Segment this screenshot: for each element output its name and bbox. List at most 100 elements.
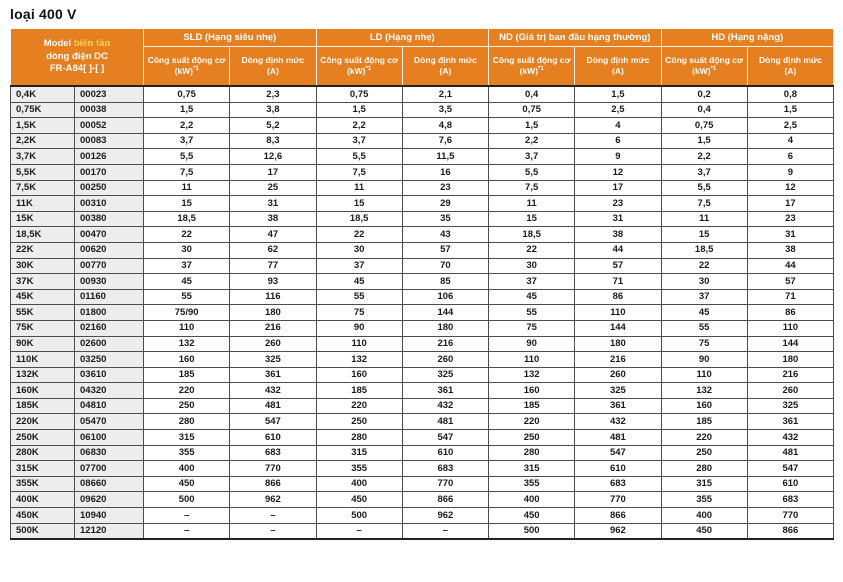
value-cell: 0,2	[660, 84, 748, 103]
value-cell: 45	[660, 304, 748, 321]
value-cell: 610	[746, 475, 835, 493]
value-cell: 38	[574, 226, 662, 243]
inverter-spec-table: Model biến tần dòng điện DC FR-A84[ ]-[ …	[9, 28, 835, 541]
value-cell: 683	[574, 475, 662, 493]
value-cell: 361	[229, 366, 317, 384]
model-cell: 11K	[10, 195, 75, 212]
code-cell: 00052	[73, 117, 145, 134]
value-cell: 500	[488, 522, 576, 541]
value-cell: 22	[488, 241, 576, 259]
value-cell: 361	[574, 397, 662, 415]
model-cell: 160K	[10, 382, 75, 399]
value-cell: 75/90	[143, 304, 231, 321]
value-cell: –	[315, 522, 403, 541]
value-cell: 38	[746, 241, 835, 259]
value-cell: 11	[488, 195, 576, 212]
value-cell: 432	[746, 429, 835, 446]
value-cell: 30	[488, 257, 576, 275]
code-cell: 01160	[73, 288, 145, 306]
code-cell: 00620	[73, 241, 145, 259]
model-cell: 1,5K	[10, 117, 75, 134]
table-row: 400K 09620 500 962 450 866 400 770 355 683	[10, 491, 835, 509]
subheader-hd-current: Dòng định mức (A)	[746, 46, 835, 87]
value-cell: 30	[143, 241, 231, 259]
value-cell: 2,2	[660, 148, 748, 165]
value-cell: 62	[229, 241, 317, 259]
value-cell: 866	[574, 507, 662, 524]
value-cell: 31	[746, 226, 835, 243]
value-cell: 2,2	[488, 132, 576, 150]
value-cell: 400	[143, 460, 231, 477]
model-cell: 0,75K	[10, 101, 75, 119]
value-cell: –	[229, 522, 317, 541]
value-cell: 400	[660, 507, 748, 524]
value-cell: 31	[574, 210, 662, 228]
value-cell: 160	[315, 366, 403, 384]
value-cell: 3,7	[660, 163, 748, 181]
code-cell: 04320	[73, 382, 145, 399]
table-row: 90K 02600 132 260 110 216 90 180 75 144	[10, 335, 835, 353]
code-cell: 00170	[73, 163, 145, 181]
subheader-hd-power: Công suất động cơ (kW)*1	[660, 46, 748, 87]
code-cell: 00930	[73, 273, 145, 290]
value-cell: 432	[229, 382, 317, 399]
value-cell: 132	[315, 351, 403, 368]
value-cell: 962	[229, 491, 317, 509]
value-cell: 75	[488, 319, 576, 337]
value-cell: 315	[315, 444, 403, 462]
value-cell: 355	[315, 460, 403, 477]
value-cell: 361	[401, 382, 490, 399]
value-cell: 29	[401, 195, 490, 212]
value-cell: 500	[143, 491, 231, 509]
subheader-ld-current: Dòng định mức (A)	[401, 46, 490, 87]
table-row: 220K 05470 280 547 250 481 220 432 185 361	[10, 413, 835, 431]
table-row: 7,5K 00250 11 25 11 23 7,5 17 5,5 12	[10, 179, 835, 197]
value-cell: 23	[746, 210, 835, 228]
value-cell: 280	[315, 429, 403, 446]
value-cell: 17	[229, 163, 317, 181]
table-row: 160K 04320 220 432 185 361 160 325 132 260	[10, 382, 835, 399]
value-cell: 25	[229, 179, 317, 197]
value-cell: 90	[315, 319, 403, 337]
value-cell: 37	[660, 288, 748, 306]
table-row: 0,4K 00023 0,75 2,3 0,75 2,1 0,4 1,5 0,2 0,8	[10, 84, 835, 103]
value-cell: 216	[746, 366, 835, 384]
code-cell: 00038	[73, 101, 145, 119]
table-row: 0,75K 00038 1,5 3,8 1,5 3,5 0,75 2,5 0,4 1,5	[10, 101, 835, 119]
subheader-row: Công suất động cơ (kW)*1 Dòng định mức (A)…	[11, 46, 835, 87]
table-row: 500K 12120– – – –500 962 450 866	[10, 522, 835, 541]
value-cell: –	[143, 507, 231, 524]
value-cell: 450	[488, 507, 576, 524]
value-cell: 86	[574, 288, 662, 306]
value-cell: 2,3	[229, 84, 317, 103]
model-header-line3: FR-A84[ ]-[ ]	[49, 63, 105, 75]
value-cell: 110	[746, 319, 835, 337]
group-header-sld: SLD (Hạng siêu nhẹ)	[143, 28, 317, 47]
model-cell: 315K	[10, 460, 75, 477]
value-cell: 432	[401, 397, 490, 415]
value-cell: 280	[488, 444, 576, 462]
table-row: 450K 10940– –500 962 450 866 400 770	[10, 507, 835, 524]
value-cell: 11	[143, 179, 231, 197]
value-cell: 12,6	[229, 148, 317, 165]
subheader-nd-current: Dòng định mức (A)	[574, 46, 662, 87]
value-cell: 610	[574, 460, 662, 477]
value-cell: 35	[401, 210, 490, 228]
value-cell: 547	[746, 460, 835, 477]
value-cell: 260	[401, 351, 490, 368]
group-header-nd: ND (Giá trị ban đầu hạng thường)	[488, 28, 662, 47]
value-cell: 866	[746, 522, 835, 541]
model-header-highlight: biến tần	[73, 37, 111, 49]
value-cell: 0,8	[746, 84, 835, 103]
value-cell: 220	[143, 382, 231, 399]
value-cell: 250	[143, 397, 231, 415]
value-cell: 216	[229, 319, 317, 337]
value-cell: 180	[746, 351, 835, 368]
value-cell: 144	[746, 335, 835, 353]
value-cell: 962	[574, 522, 662, 541]
value-cell: 683	[401, 460, 490, 477]
value-cell: 361	[746, 413, 835, 431]
value-cell: 3,8	[229, 101, 317, 119]
model-cell: 90K	[10, 335, 75, 353]
value-cell: 3,7	[143, 132, 231, 150]
